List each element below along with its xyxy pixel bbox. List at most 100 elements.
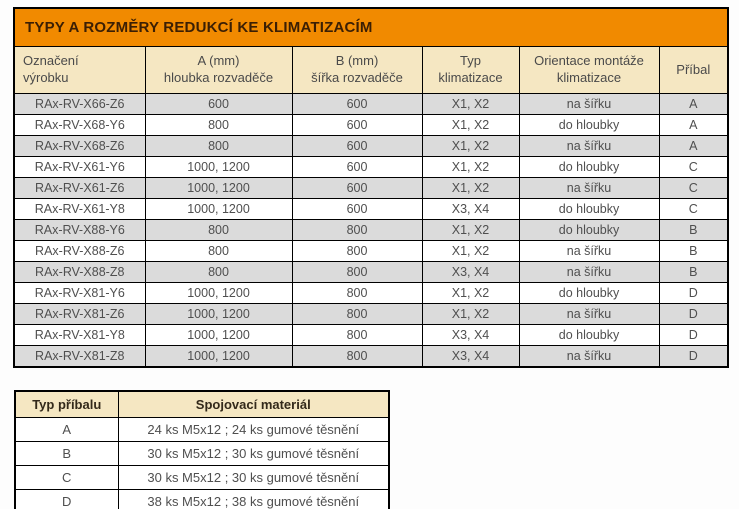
width-b-mm-cell: 800	[291, 345, 423, 368]
column-header-package-type: Příbal	[658, 46, 729, 94]
mounting-orientation-cell: na šířku	[518, 303, 660, 325]
depth-a-mm-cell: 800	[144, 219, 293, 241]
table-row: B 30 ks M5x12 ; 30 ks gumové těsnění	[14, 441, 390, 466]
package-type-cell: A	[658, 135, 729, 157]
column-header-mounting-orientation: Orientace montáže klimatizace	[518, 46, 660, 94]
mounting-orientation-cell: na šířku	[518, 261, 660, 283]
accessories-table: Typ příbalu Spojovací materiál A 24 ks M5…	[14, 390, 390, 509]
package-type-cell: A	[14, 417, 119, 442]
package-type-cell: B	[658, 240, 729, 262]
width-b-mm-cell: 600	[291, 114, 423, 136]
product-code-cell: RAx-RV-X61-Y6	[13, 156, 146, 178]
width-b-mm-cell: 800	[291, 240, 423, 262]
product-code-cell: RAx-RV-X81-Z8	[13, 345, 146, 368]
column-header-width-b-mm: B (mm) šířka rozvaděče	[291, 46, 423, 94]
width-b-mm-cell: 600	[291, 135, 423, 157]
depth-a-mm-cell: 1000, 1200	[144, 303, 293, 325]
table-row: A 24 ks M5x12 ; 24 ks gumové těsnění	[14, 417, 390, 442]
width-b-mm-cell: 600	[291, 93, 423, 115]
package-type-cell: C	[658, 177, 729, 199]
column-header-product-code: Označení výrobku	[13, 46, 146, 94]
connecting-material-cell: 38 ks M5x12 ; 38 ks gumové těsnění	[117, 489, 390, 509]
ac-type-cell: X1, X2	[421, 156, 520, 178]
width-b-mm-cell: 800	[291, 324, 423, 346]
mounting-orientation-cell: do hloubky	[518, 198, 660, 220]
ac-type-cell: X1, X2	[421, 93, 520, 115]
mounting-orientation-cell: do hloubky	[518, 156, 660, 178]
title-row: TYPY A ROZMĚRY REDUKCÍ KE KLIMATIZACÍM	[13, 7, 729, 47]
main-table-body: RAx-RV-X66-Z6 600 600 X1, X2 na šířku A RAx-RV…	[13, 93, 729, 368]
table-row: RAx-RV-X88-Y6 800 800 X1, X2 do hloubky B	[13, 219, 729, 241]
accessories-header-row: Typ příbalu Spojovací materiál	[14, 390, 390, 418]
product-code-cell: RAx-RV-X81-Y6	[13, 282, 146, 304]
mounting-orientation-cell: na šířku	[518, 177, 660, 199]
mounting-orientation-cell: do hloubky	[518, 219, 660, 241]
connecting-material-cell: 30 ks M5x12 ; 30 ks gumové těsnění	[117, 465, 390, 490]
table-row: RAx-RV-X68-Z6 800 600 X1, X2 na šířku A	[13, 135, 729, 157]
width-b-mm-cell: 800	[291, 219, 423, 241]
ac-type-cell: X1, X2	[421, 303, 520, 325]
ac-type-cell: X3, X4	[421, 261, 520, 283]
column-header-connecting-material: Spojovací materiál	[117, 390, 390, 418]
column-header-package-type: Typ příbalu	[14, 390, 119, 418]
package-type-cell: B	[14, 441, 119, 466]
mounting-orientation-cell: do hloubky	[518, 324, 660, 346]
package-type-cell: D	[658, 345, 729, 368]
depth-a-mm-cell: 800	[144, 135, 293, 157]
package-type-cell: B	[658, 261, 729, 283]
package-type-cell: C	[658, 198, 729, 220]
table-row: RAx-RV-X81-Z6 1000, 1200 800 X1, X2 na šířku…	[13, 303, 729, 325]
product-code-cell: RAx-RV-X88-Z6	[13, 240, 146, 262]
ac-type-cell: X1, X2	[421, 135, 520, 157]
table-row: RAx-RV-X61-Y8 1000, 1200 600 X3, X4 do hloub…	[13, 198, 729, 220]
width-b-mm-cell: 600	[291, 177, 423, 199]
ac-type-cell: X1, X2	[421, 114, 520, 136]
product-code-cell: RAx-RV-X66-Z6	[13, 93, 146, 115]
ac-type-cell: X1, X2	[421, 240, 520, 262]
table-row: D 38 ks M5x12 ; 38 ks gumové těsnění	[14, 489, 390, 509]
table-row: RAx-RV-X61-Y6 1000, 1200 600 X1, X2 do hloub…	[13, 156, 729, 178]
ac-type-cell: X1, X2	[421, 219, 520, 241]
table-row: RAx-RV-X61-Z6 1000, 1200 600 X1, X2 na šířku…	[13, 177, 729, 199]
header-row: Označení výrobku A (mm) hloubka rozvaděč…	[13, 46, 729, 94]
table-row: RAx-RV-X81-Y8 1000, 1200 800 X3, X4 do hloub…	[13, 324, 729, 346]
mounting-orientation-cell: na šířku	[518, 135, 660, 157]
depth-a-mm-cell: 1000, 1200	[144, 345, 293, 368]
connecting-material-cell: 24 ks M5x12 ; 24 ks gumové těsnění	[117, 417, 390, 442]
ac-type-cell: X1, X2	[421, 177, 520, 199]
width-b-mm-cell: 600	[291, 156, 423, 178]
mounting-orientation-cell: na šířku	[518, 345, 660, 368]
depth-a-mm-cell: 1000, 1200	[144, 282, 293, 304]
table-row: RAx-RV-X81-Z8 1000, 1200 800 X3, X4 na šířku…	[13, 345, 729, 368]
table-row: RAx-RV-X88-Z6 800 800 X1, X2 na šířku B	[13, 240, 729, 262]
package-type-cell: C	[658, 156, 729, 178]
product-code-cell: RAx-RV-X61-Y8	[13, 198, 146, 220]
table-row: RAx-RV-X68-Y6 800 600 X1, X2 do hloubky A	[13, 114, 729, 136]
product-code-cell: RAx-RV-X68-Y6	[13, 114, 146, 136]
product-code-cell: RAx-RV-X61-Z6	[13, 177, 146, 199]
package-type-cell: A	[658, 114, 729, 136]
mounting-orientation-cell: na šířku	[518, 93, 660, 115]
table-row: C 30 ks M5x12 ; 30 ks gumové těsnění	[14, 465, 390, 490]
table-row: RAx-RV-X81-Y6 1000, 1200 800 X1, X2 do hloub…	[13, 282, 729, 304]
ac-type-cell: X3, X4	[421, 198, 520, 220]
depth-a-mm-cell: 1000, 1200	[144, 177, 293, 199]
package-type-cell: C	[14, 465, 119, 490]
mounting-orientation-cell: do hloubky	[518, 114, 660, 136]
product-code-cell: RAx-RV-X81-Z6	[13, 303, 146, 325]
package-type-cell: A	[658, 93, 729, 115]
ac-type-cell: X1, X2	[421, 282, 520, 304]
column-header-ac-type: Typ klimatizace	[421, 46, 520, 94]
ac-type-cell: X3, X4	[421, 324, 520, 346]
product-code-cell: RAx-RV-X68-Z6	[13, 135, 146, 157]
reduction-types-table: TYPY A ROZMĚRY REDUKCÍ KE KLIMATIZACÍM O…	[13, 7, 730, 368]
width-b-mm-cell: 800	[291, 303, 423, 325]
width-b-mm-cell: 600	[291, 198, 423, 220]
product-code-cell: RAx-RV-X88-Y6	[13, 219, 146, 241]
package-type-cell: D	[14, 489, 119, 509]
depth-a-mm-cell: 1000, 1200	[144, 156, 293, 178]
width-b-mm-cell: 800	[291, 261, 423, 283]
product-code-cell: RAx-RV-X81-Y8	[13, 324, 146, 346]
table-row: RAx-RV-X88-Z8 800 800 X3, X4 na šířku B	[13, 261, 729, 283]
